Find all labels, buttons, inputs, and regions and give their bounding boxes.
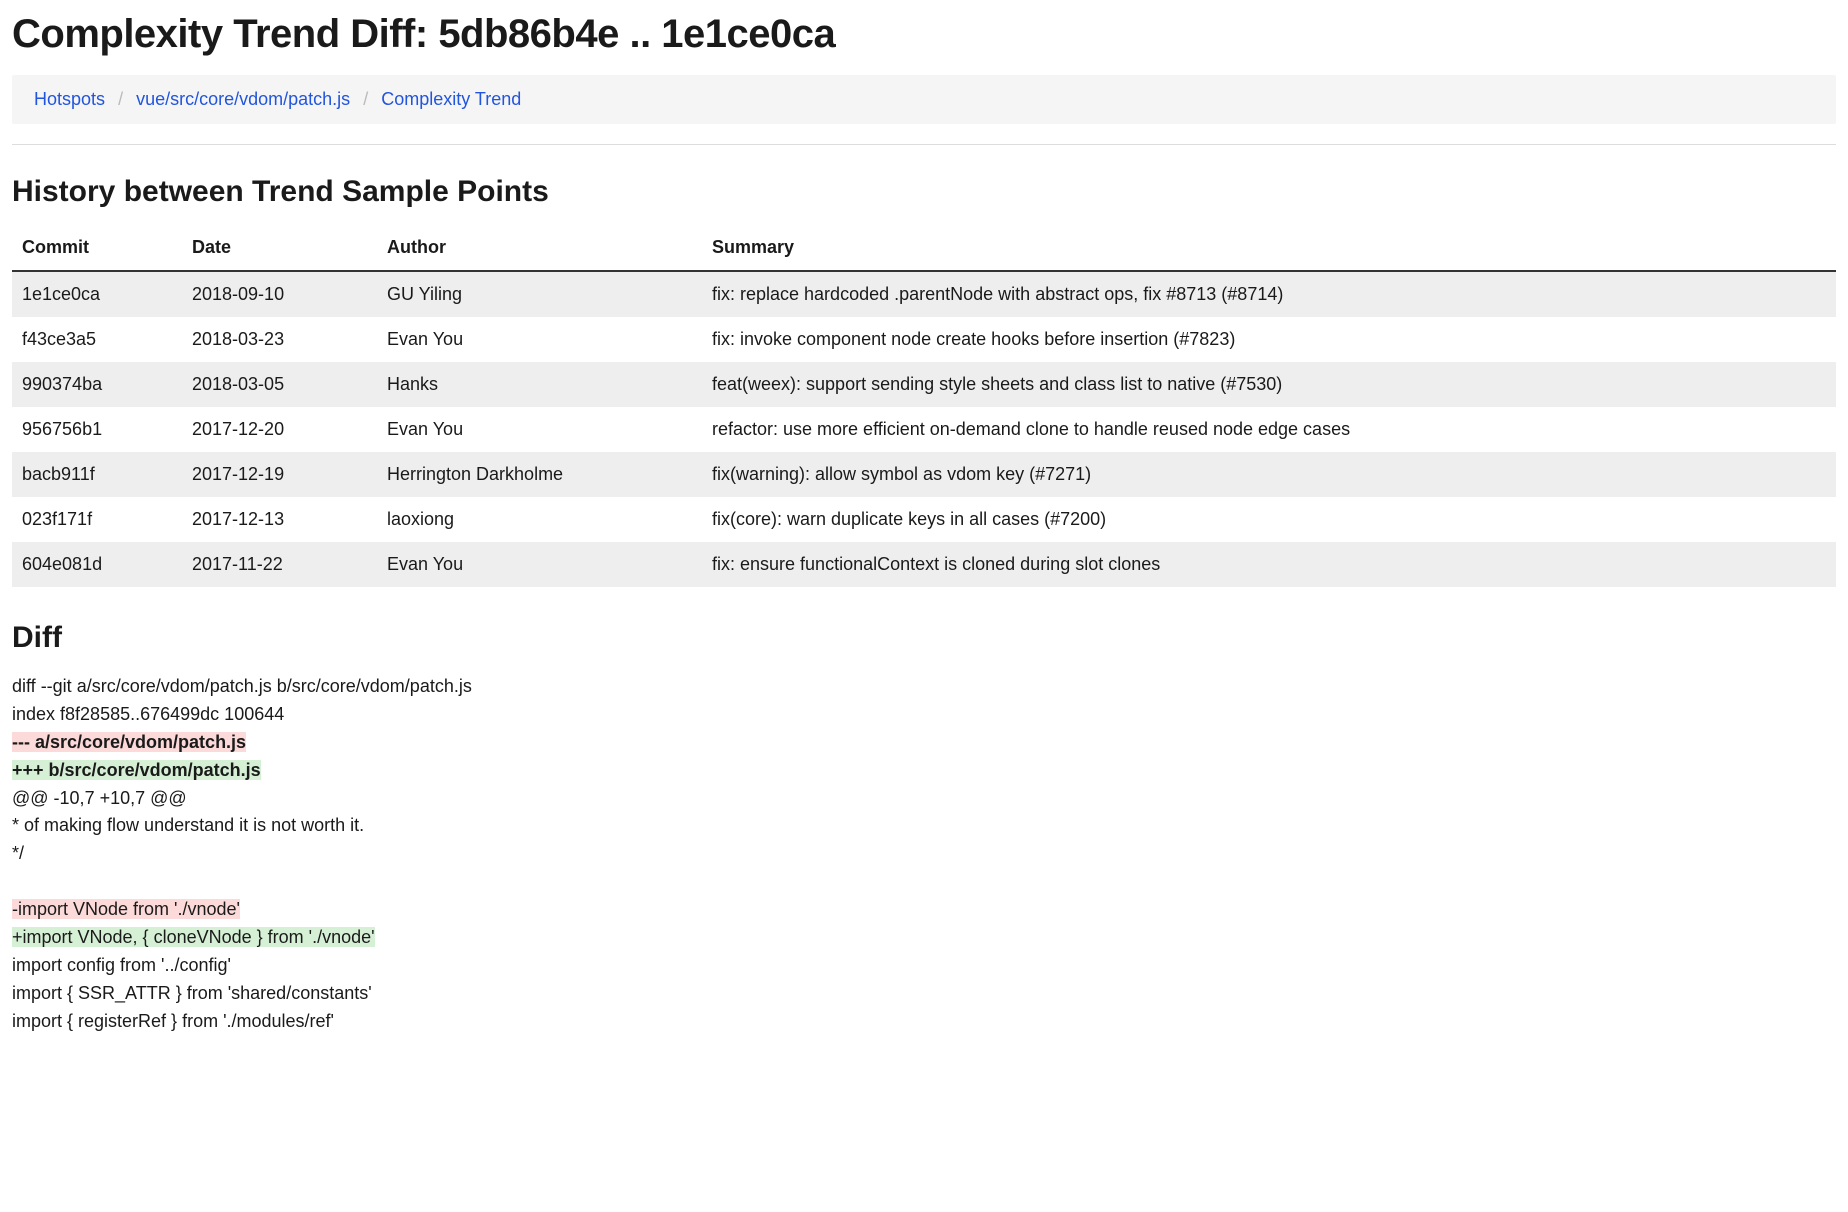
cell-summary: fix(core): warn duplicate keys in all ca… [702, 497, 1836, 542]
history-heading: History between Trend Sample Points [12, 175, 1836, 209]
cell-author: Herrington Darkholme [377, 452, 702, 497]
history-table: Commit Date Author Summary 1e1ce0ca2018-… [12, 227, 1836, 587]
divider [12, 144, 1836, 145]
cell-commit: 604e081d [12, 542, 182, 587]
col-header-date: Date [182, 227, 377, 271]
cell-commit: 1e1ce0ca [12, 271, 182, 317]
cell-summary: fix: replace hardcoded .parentNode with … [702, 271, 1836, 317]
table-row: bacb911f2017-12-19Herrington Darkholmefi… [12, 452, 1836, 497]
diff-line: +import VNode, { cloneVNode } from './vn… [12, 924, 1836, 952]
col-header-summary: Summary [702, 227, 1836, 271]
table-row: f43ce3a52018-03-23Evan Youfix: invoke co… [12, 317, 1836, 362]
diff-line: */ [12, 840, 1836, 868]
breadcrumb-link[interactable]: Complexity Trend [381, 89, 521, 109]
table-row: 604e081d2017-11-22Evan Youfix: ensure fu… [12, 542, 1836, 587]
diff-line: index f8f28585..676499dc 100644 [12, 701, 1836, 729]
cell-summary: fix: invoke component node create hooks … [702, 317, 1836, 362]
col-header-commit: Commit [12, 227, 182, 271]
diff-block: diff --git a/src/core/vdom/patch.js b/sr… [12, 673, 1836, 1036]
cell-date: 2017-12-20 [182, 407, 377, 452]
cell-date: 2018-09-10 [182, 271, 377, 317]
cell-summary: feat(weex): support sending style sheets… [702, 362, 1836, 407]
diff-heading: Diff [12, 621, 1836, 655]
cell-date: 2017-12-19 [182, 452, 377, 497]
cell-author: Hanks [377, 362, 702, 407]
cell-date: 2017-12-13 [182, 497, 377, 542]
cell-commit: 023f171f [12, 497, 182, 542]
cell-commit: 956756b1 [12, 407, 182, 452]
breadcrumb: Hotspots / vue/src/core/vdom/patch.js / … [12, 75, 1836, 124]
cell-author: Evan You [377, 317, 702, 362]
cell-commit: f43ce3a5 [12, 317, 182, 362]
diff-line [12, 868, 1836, 896]
cell-author: GU Yiling [377, 271, 702, 317]
diff-line: -import VNode from './vnode' [12, 896, 1836, 924]
cell-summary: fix(warning): allow symbol as vdom key (… [702, 452, 1836, 497]
breadcrumb-link[interactable]: vue/src/core/vdom/patch.js [136, 89, 350, 109]
breadcrumb-sep: / [110, 89, 131, 109]
cell-date: 2018-03-05 [182, 362, 377, 407]
cell-date: 2018-03-23 [182, 317, 377, 362]
table-row: 1e1ce0ca2018-09-10GU Yilingfix: replace … [12, 271, 1836, 317]
breadcrumb-link[interactable]: Hotspots [34, 89, 105, 109]
table-row: 956756b12017-12-20Evan Yourefactor: use … [12, 407, 1836, 452]
cell-date: 2017-11-22 [182, 542, 377, 587]
page-title: Complexity Trend Diff: 5db86b4e .. 1e1ce… [12, 12, 1836, 57]
table-row: 023f171f2017-12-13laoxiongfix(core): war… [12, 497, 1836, 542]
cell-author: Evan You [377, 407, 702, 452]
diff-line: * of making flow understand it is not wo… [12, 812, 1836, 840]
cell-commit: 990374ba [12, 362, 182, 407]
diff-line: import { registerRef } from './modules/r… [12, 1008, 1836, 1036]
diff-line: diff --git a/src/core/vdom/patch.js b/sr… [12, 673, 1836, 701]
diff-line: @@ -10,7 +10,7 @@ [12, 785, 1836, 813]
cell-summary: refactor: use more efficient on-demand c… [702, 407, 1836, 452]
diff-line: +++ b/src/core/vdom/patch.js [12, 757, 1836, 785]
cell-author: laoxiong [377, 497, 702, 542]
diff-line: import config from '../config' [12, 952, 1836, 980]
cell-commit: bacb911f [12, 452, 182, 497]
diff-line: --- a/src/core/vdom/patch.js [12, 729, 1836, 757]
cell-author: Evan You [377, 542, 702, 587]
diff-line: import { SSR_ATTR } from 'shared/constan… [12, 980, 1836, 1008]
breadcrumb-sep: / [355, 89, 376, 109]
col-header-author: Author [377, 227, 702, 271]
table-row: 990374ba2018-03-05Hanksfeat(weex): suppo… [12, 362, 1836, 407]
cell-summary: fix: ensure functionalContext is cloned … [702, 542, 1836, 587]
